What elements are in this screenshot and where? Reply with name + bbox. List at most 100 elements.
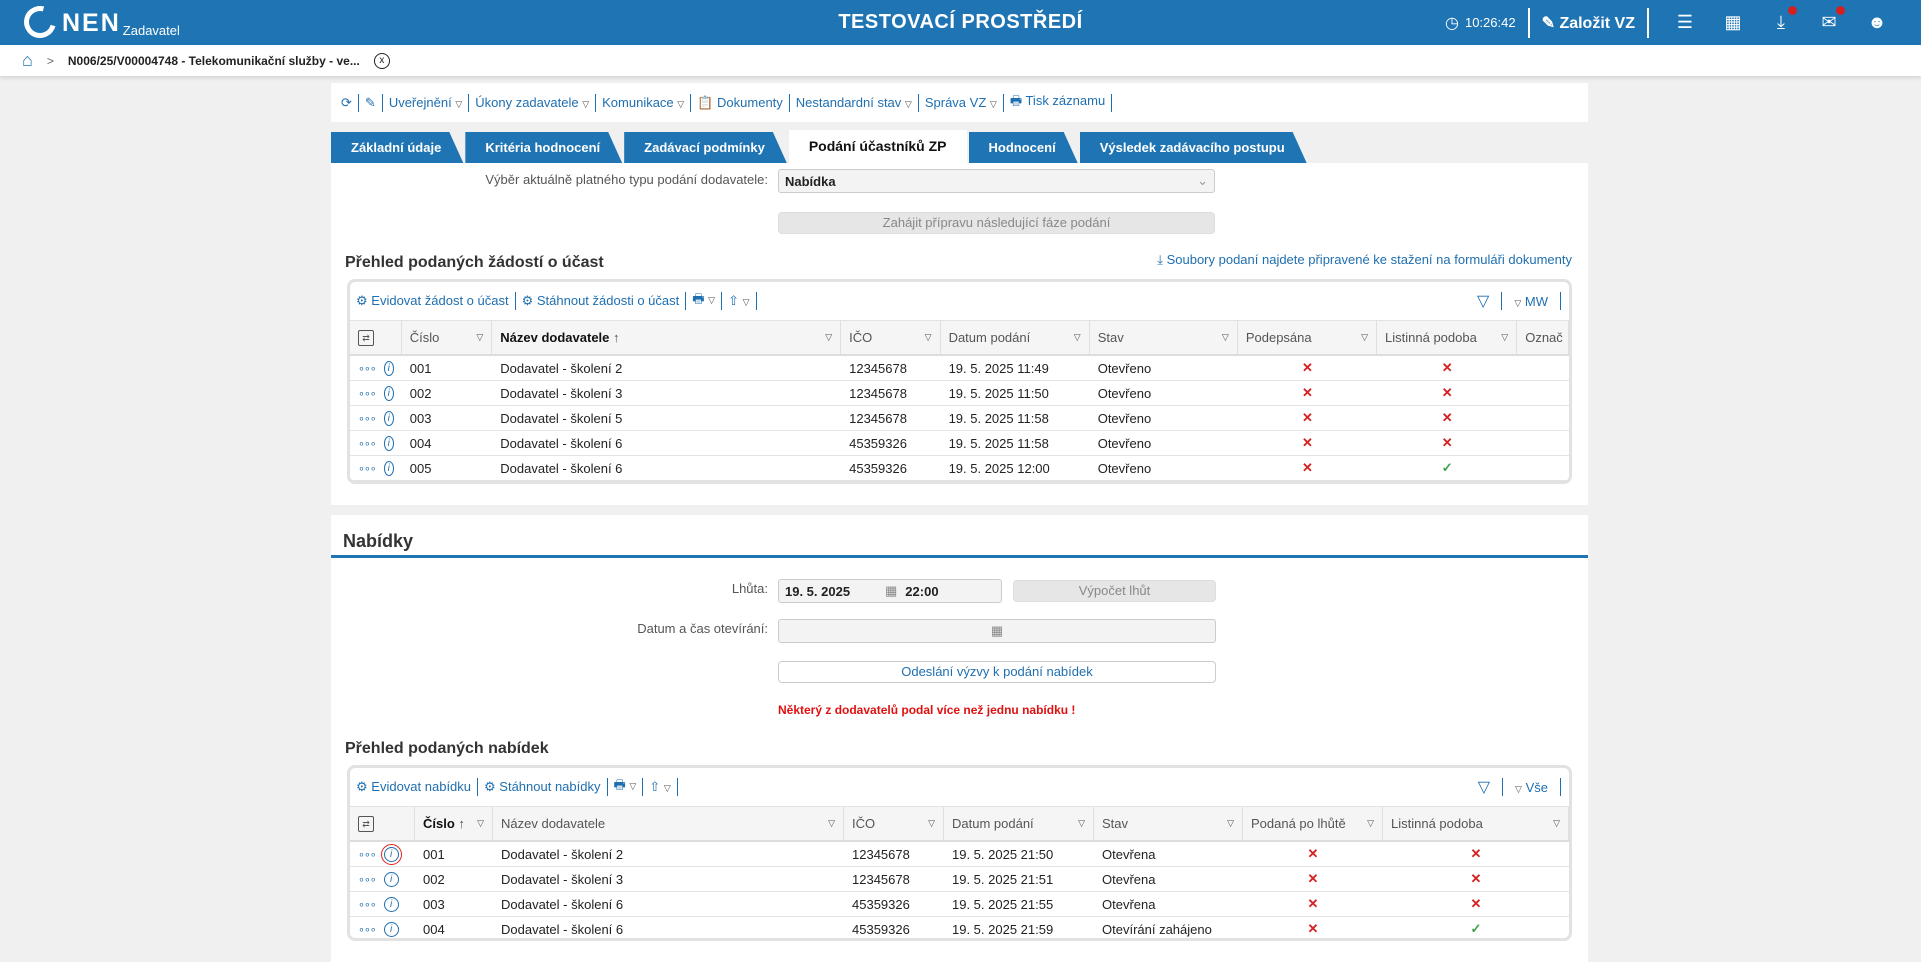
more-actions-icon[interactable]: ∘∘∘ — [358, 873, 377, 886]
download-offers-button[interactable]: ⚙ Stáhnout nabídky — [484, 779, 601, 794]
next-phase-button[interactable]: Zahájit přípravu následující fáze podání — [778, 212, 1215, 234]
column-header[interactable]: Podaná po lhůtě ▽ — [1243, 807, 1383, 840]
menu-icon[interactable]: ☰ — [1676, 12, 1694, 32]
print-icon[interactable]: 🖶 ▽ — [692, 291, 716, 306]
table-row[interactable]: ∘∘∘ i 004 Dodavatel - školení 6 45359326 19. … — [350, 431, 1569, 456]
more-actions-icon[interactable]: ∘∘∘ — [358, 412, 377, 425]
column-header[interactable]: Název dodavatele ▽ — [493, 807, 844, 840]
column-header[interactable]: Stav ▽ — [1094, 807, 1243, 840]
table-row[interactable]: ∘∘∘ i 003 Dodavatel - školení 6 45359326 19. … — [350, 892, 1569, 917]
register-offer-button[interactable]: ⚙ Evidovat nabídku — [356, 779, 472, 794]
info-icon[interactable]: i — [383, 385, 394, 401]
mail-icon[interactable]: ✉ — [1805, 6, 1853, 33]
table-row[interactable]: ∘∘∘ i 002 Dodavatel - školení 3 12345678 19. … — [350, 381, 1569, 406]
more-actions-icon[interactable]: ∘∘∘ — [358, 362, 377, 375]
opening-field[interactable]: ▦ — [778, 619, 1216, 643]
settings-icon[interactable]: ⇄ — [358, 329, 374, 346]
more-actions-icon[interactable]: ∘∘∘ — [358, 387, 377, 400]
menu-sprava-vz[interactable]: Správa VZ ▽ — [924, 95, 997, 110]
column-header[interactable]: IČO ▽ — [841, 321, 941, 354]
more-actions-icon[interactable]: ∘∘∘ — [358, 462, 377, 475]
download-icon[interactable]: ⤓ — [1757, 6, 1805, 33]
filter-dropdown-icon[interactable]: ▽ — [828, 818, 835, 828]
menu-komunikace[interactable]: Komunikace ▽ — [602, 95, 685, 110]
info-icon[interactable]: i — [383, 360, 394, 376]
calendar-icon[interactable]: ▦ — [1724, 12, 1742, 32]
column-header[interactable]: Číslo ↑ ▽ — [415, 807, 493, 840]
table-row[interactable]: ∘∘∘ i 001 Dodavatel - školení 2 12345678 19. … — [350, 842, 1569, 867]
download-requests-button[interactable]: ⚙ Stáhnout žádosti o účast — [521, 293, 680, 308]
column-header[interactable]: Podepsána ▽ — [1238, 321, 1378, 354]
info-icon[interactable]: i — [383, 410, 394, 426]
user-icon[interactable]: ☻ — [1867, 12, 1887, 32]
sort-asc-icon[interactable]: ↑ — [454, 816, 465, 831]
column-header[interactable]: Stav ▽ — [1090, 321, 1238, 354]
tab-zadavaci-podminky[interactable]: Zadávací podmínky — [624, 132, 787, 163]
menu-ukony[interactable]: Úkony zadavatele ▽ — [475, 95, 590, 110]
more-actions-icon[interactable]: ∘∘∘ — [358, 923, 377, 936]
breadcrumb-item[interactable]: N006/25/V00004748 - Telekomunikační služ… — [67, 53, 360, 68]
table-row[interactable]: ∘∘∘ i 001 Dodavatel - školení 2 12345678 19. … — [350, 356, 1569, 381]
calc-deadline-button[interactable]: Výpočet lhůt — [1013, 580, 1216, 602]
filter-dropdown-icon[interactable]: ▽ — [1367, 818, 1374, 828]
filter-dropdown-icon[interactable]: ▽ — [924, 332, 932, 342]
tab-kriteria[interactable]: Kritéria hodnocení — [465, 132, 622, 163]
more-actions-icon[interactable]: ∘∘∘ — [358, 437, 377, 450]
register-request-button[interactable]: ⚙ Evidovat žádost o účast — [356, 293, 509, 308]
tab-zakladni-udaje[interactable]: Základní údaje — [331, 132, 463, 163]
filter-dropdown-icon[interactable]: ▽ — [1553, 818, 1560, 828]
column-header[interactable]: Listinná podoba ▽ — [1377, 321, 1518, 354]
menu-uverejneni[interactable]: Uveřejnění ▽ — [388, 95, 463, 110]
table-row[interactable]: ∘∘∘ i 005 Dodavatel - školení 6 45359326 19. … — [350, 456, 1569, 481]
info-icon[interactable]: i — [383, 921, 399, 937]
filter-dropdown-icon[interactable]: ▽ — [1073, 332, 1081, 342]
info-icon[interactable]: i — [380, 843, 402, 865]
filter-dropdown-icon[interactable]: ▽ — [1221, 332, 1229, 342]
info-icon[interactable]: i — [383, 460, 394, 476]
nen-logo[interactable]: NEN Zadavatel — [18, 0, 180, 44]
tab-podani[interactable]: Podání účastníků ZP — [788, 130, 967, 163]
home-icon[interactable]: ⌂ — [22, 50, 33, 70]
tab-hodnoceni[interactable]: Hodnocení — [969, 132, 1078, 163]
tab-vysledek[interactable]: Výsledek zadávacího postupu — [1080, 132, 1307, 163]
column-header[interactable]: Listinná podoba ▽ — [1383, 807, 1569, 840]
column-header[interactable]: Datum podání ▽ — [944, 807, 1094, 840]
menu-nestandardni-stav[interactable]: Nestandardní stav ▽ — [795, 95, 912, 110]
column-header[interactable]: Název dodavatele ↑ ▽ — [492, 321, 842, 354]
filter-icon[interactable]: ▽ — [1477, 779, 1491, 796]
view-select[interactable]: ▽ Vše — [1515, 779, 1548, 795]
filter-dropdown-icon[interactable]: ▽ — [1227, 818, 1234, 828]
files-link[interactable]: ⤓ Soubory podaní najdete připravené ke s… — [1157, 252, 1572, 267]
sort-asc-icon[interactable]: ↑ — [609, 330, 620, 345]
deadline-field[interactable]: 19. 5. 2025 ▦ 22:00 — [778, 579, 1002, 603]
info-icon[interactable]: i — [383, 896, 399, 912]
more-actions-icon[interactable]: ∘∘∘ — [358, 848, 377, 861]
create-vz-button[interactable]: ✎ Založit VZ — [1541, 14, 1635, 32]
column-header[interactable]: IČO ▽ — [844, 807, 944, 840]
settings-icon[interactable]: ⇄ — [358, 815, 374, 832]
view-select[interactable]: ▽ MW — [1514, 293, 1548, 309]
column-header[interactable]: Číslo ▽ — [402, 321, 493, 354]
menu-dokumenty[interactable]: 📋 Dokumenty — [697, 94, 783, 110]
close-icon[interactable]: x — [373, 52, 390, 69]
info-icon[interactable]: i — [383, 435, 394, 451]
filter-dropdown-icon[interactable]: ▽ — [477, 818, 484, 828]
more-actions-icon[interactable]: ∘∘∘ — [358, 898, 377, 911]
table-row[interactable]: ∘∘∘ i 004 Dodavatel - školení 6 45359326 19. … — [350, 917, 1569, 938]
filter-dropdown-icon[interactable]: ▽ — [476, 332, 484, 342]
export-icon[interactable]: ⇧ ▽ — [649, 779, 671, 794]
filter-dropdown-icon[interactable]: ▽ — [1501, 332, 1509, 342]
edit-icon[interactable]: ✎ — [364, 94, 376, 110]
table-row[interactable]: ∘∘∘ i 003 Dodavatel - školení 5 12345678 19. … — [350, 406, 1569, 431]
filter-dropdown-icon[interactable]: ▽ — [1078, 818, 1085, 828]
column-header[interactable]: Označ — [1517, 321, 1569, 354]
column-settings[interactable]: ⇄ — [350, 321, 402, 354]
filter-icon[interactable]: ▽ — [1477, 293, 1490, 310]
refresh-icon[interactable]: ⟳ — [341, 94, 352, 110]
filter-dropdown-icon[interactable]: ▽ — [825, 332, 833, 342]
filter-dropdown-icon[interactable]: ▽ — [928, 818, 935, 828]
info-icon[interactable]: i — [383, 871, 399, 887]
send-invitation-button[interactable]: Odeslání výzvy k podání nabídek — [778, 661, 1216, 683]
print-icon[interactable]: 🖶 ▽ — [613, 777, 637, 792]
column-header[interactable]: Datum podání ▽ — [941, 321, 1090, 354]
